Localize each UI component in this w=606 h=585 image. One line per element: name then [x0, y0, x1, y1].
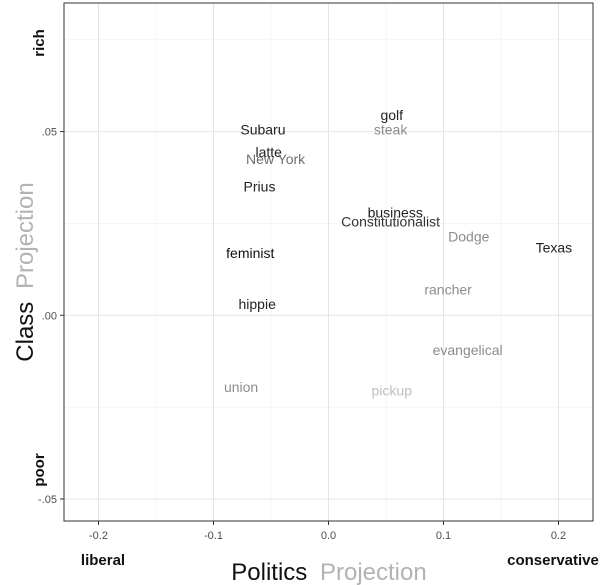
x-end-label-left: liberal — [81, 552, 125, 569]
point-label-constitutionalist: Constitutionalist — [341, 214, 440, 230]
point-label-hippie: hippie — [239, 296, 277, 312]
point-label-latte: latte — [255, 144, 282, 160]
y-axis-title-secondary: Projection — [12, 182, 39, 289]
point-label-subaru: Subaru — [240, 122, 285, 138]
y-end-label-top: rich — [31, 29, 48, 57]
point-label-dodge: Dodge — [448, 228, 489, 244]
x-axis-title-secondary: Projection — [320, 559, 427, 585]
axis-ticks: -0.2 -0.1 0.0 0.1 0.2 -.05 .00 .05 — [38, 127, 566, 542]
x-tick-label: -0.2 — [89, 530, 108, 542]
x-tick-label: 0.1 — [436, 530, 451, 542]
point-label-rancher: rancher — [424, 282, 472, 298]
point-label-pickup: pickup — [372, 383, 413, 399]
y-tick-label: .00 — [42, 310, 57, 322]
y-tick-label: .05 — [42, 127, 57, 139]
plot-border — [63, 2, 594, 522]
point-label-business: business — [368, 204, 423, 220]
point-label-feminist: feminist — [226, 245, 274, 261]
y-axis-title-main: Class — [12, 302, 39, 362]
point-label-texas: Texas — [536, 239, 573, 255]
point-label-golf: golf — [380, 107, 403, 123]
point-label-evangelical: evangelical — [433, 342, 503, 358]
x-tick-label: 0.0 — [321, 530, 336, 542]
point-label-new-york: New York — [246, 151, 306, 167]
x-axis-title: Politics Projection — [231, 559, 426, 585]
point-label-union: union — [224, 379, 258, 395]
point-label-prius: Prius — [244, 179, 276, 195]
x-tick-label: 0.2 — [551, 530, 566, 542]
x-end-label-right: conservative — [507, 552, 599, 569]
x-tick-label: -0.1 — [204, 530, 223, 542]
x-axis-title-main: Politics — [231, 559, 307, 585]
y-tick-label: -.05 — [38, 494, 57, 506]
grid-lines — [64, 3, 593, 521]
y-end-label-bottom: poor — [31, 453, 48, 486]
point-label-steak: steak — [374, 122, 408, 138]
y-axis-title: Class Projection — [12, 182, 39, 361]
